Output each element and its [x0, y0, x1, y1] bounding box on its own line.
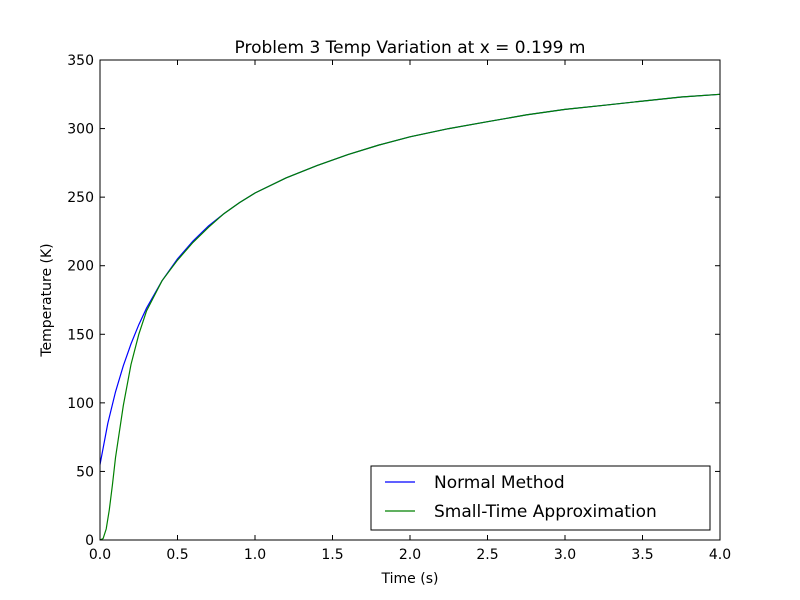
y-tick-label: 350: [67, 53, 94, 69]
y-tick-label: 0: [85, 533, 94, 549]
y-tick-label: 150: [67, 327, 94, 343]
x-tick-label: 4.0: [709, 547, 731, 563]
y-tick-label: 50: [76, 464, 94, 480]
series-line-small-time-approximation: [99, 93, 721, 541]
y-axis-label: Temperature (K): [39, 243, 55, 357]
x-tick-label: 0.5: [166, 547, 188, 563]
y-tick-label: 100: [67, 396, 94, 412]
legend-box: [370, 465, 711, 531]
legend: Normal Method Small-Time Approximation: [370, 465, 711, 531]
plot-area: [100, 60, 720, 540]
x-tick-label: 2.0: [399, 547, 421, 563]
x-tick-label: 2.5: [476, 547, 498, 563]
x-tick-label: 3.5: [631, 547, 653, 563]
x-tick-label: 1.5: [321, 547, 343, 563]
x-axis-label: Time (s): [381, 571, 439, 587]
legend-label-small-time-approximation: Small-Time Approximation: [434, 502, 657, 522]
plot-frame: [99, 59, 721, 541]
x-tick-label: 0.0: [89, 547, 111, 563]
legend-label-normal-method: Normal Method: [434, 473, 565, 493]
y-tick-label: 200: [67, 259, 94, 275]
series-layer: [99, 93, 721, 541]
x-tick-label: 3.0: [554, 547, 576, 563]
y-tick-label: 300: [67, 122, 94, 138]
chart-title: Problem 3 Temp Variation at x = 0.199 m: [235, 38, 586, 58]
tick-layer: 0.0 0.5 1.0 1.5 2.0 2.5 3.0 3.5 4.0 0 50 100 150 200 2…: [67, 53, 731, 563]
x-tick-label: 1.0: [244, 547, 266, 563]
y-tick-label: 250: [67, 190, 94, 206]
